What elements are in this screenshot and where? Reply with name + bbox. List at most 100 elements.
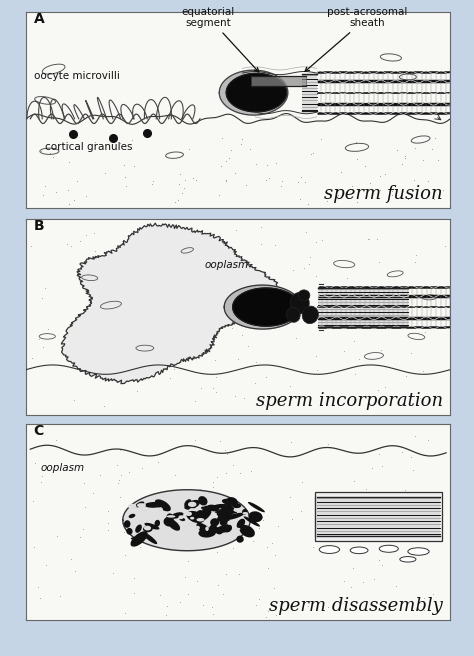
Ellipse shape [243, 512, 248, 514]
Point [227, 144, 235, 155]
Point [89, 488, 97, 499]
Point [312, 237, 319, 247]
Ellipse shape [210, 518, 219, 526]
Point [307, 149, 315, 159]
Point [317, 134, 325, 144]
Point [347, 497, 355, 507]
Point [410, 464, 417, 475]
Point [117, 491, 124, 502]
Point [210, 383, 217, 394]
Point [404, 194, 411, 204]
Point [37, 146, 45, 156]
Point [366, 517, 374, 527]
Ellipse shape [131, 537, 146, 540]
Point [213, 472, 221, 482]
Point [46, 148, 54, 159]
Point [104, 518, 112, 529]
Point [374, 384, 382, 395]
Point [273, 158, 280, 169]
Point [29, 496, 37, 506]
Ellipse shape [188, 502, 197, 507]
Point [158, 297, 165, 307]
Point [277, 181, 285, 192]
Point [437, 291, 444, 301]
Point [264, 563, 272, 573]
Point [334, 190, 341, 201]
Point [116, 475, 123, 485]
Point [298, 477, 306, 487]
Ellipse shape [350, 547, 368, 554]
Point [157, 541, 165, 551]
Point [378, 560, 386, 571]
Bar [302, 74, 317, 112]
Point [367, 178, 374, 188]
Ellipse shape [286, 308, 300, 322]
Ellipse shape [214, 504, 232, 508]
Ellipse shape [400, 556, 416, 562]
Point [231, 168, 239, 178]
Point [99, 368, 106, 379]
Polygon shape [61, 223, 281, 384]
Point [172, 347, 179, 358]
Point [373, 234, 380, 244]
Point [81, 478, 88, 489]
Point [182, 572, 189, 583]
Point [333, 528, 341, 539]
Point [36, 593, 44, 604]
Point [273, 609, 280, 620]
Point [212, 372, 220, 382]
Point [350, 336, 358, 346]
Point [215, 190, 223, 201]
Ellipse shape [124, 520, 130, 528]
Point [297, 506, 305, 516]
Point [81, 502, 89, 512]
Point [252, 357, 260, 367]
Point [35, 334, 42, 344]
Polygon shape [224, 285, 301, 329]
Point [388, 186, 396, 196]
Point [324, 533, 331, 544]
Point [351, 369, 358, 379]
Point [49, 152, 57, 162]
Polygon shape [233, 288, 300, 326]
Point [194, 298, 201, 308]
Point [98, 285, 106, 295]
Point [130, 588, 138, 598]
Point [229, 543, 237, 554]
Point [140, 492, 148, 502]
Ellipse shape [199, 528, 216, 537]
Point [236, 468, 244, 478]
Point [353, 154, 361, 164]
Point [376, 185, 383, 195]
Point [117, 255, 125, 266]
Point [41, 180, 49, 191]
Point [263, 542, 270, 552]
Point [236, 568, 243, 579]
Point [340, 345, 348, 356]
Point [223, 468, 230, 478]
Point [34, 582, 42, 592]
Ellipse shape [128, 504, 137, 509]
Point [325, 440, 332, 450]
Point [236, 255, 243, 265]
Point [274, 521, 282, 531]
Point [420, 604, 428, 615]
Point [258, 304, 265, 315]
Ellipse shape [248, 502, 265, 512]
Point [176, 169, 183, 179]
Point [258, 239, 265, 249]
Point [133, 386, 141, 396]
Point [115, 320, 122, 331]
Text: equatorial
segment: equatorial segment [182, 7, 259, 72]
Ellipse shape [167, 519, 180, 531]
Point [192, 174, 200, 185]
Point [185, 319, 192, 329]
Point [289, 514, 296, 525]
Point [324, 602, 331, 612]
Point [105, 506, 112, 516]
Point [211, 355, 219, 365]
Point [255, 594, 263, 605]
Point [104, 525, 112, 535]
Point [271, 239, 279, 250]
Point [246, 144, 254, 154]
